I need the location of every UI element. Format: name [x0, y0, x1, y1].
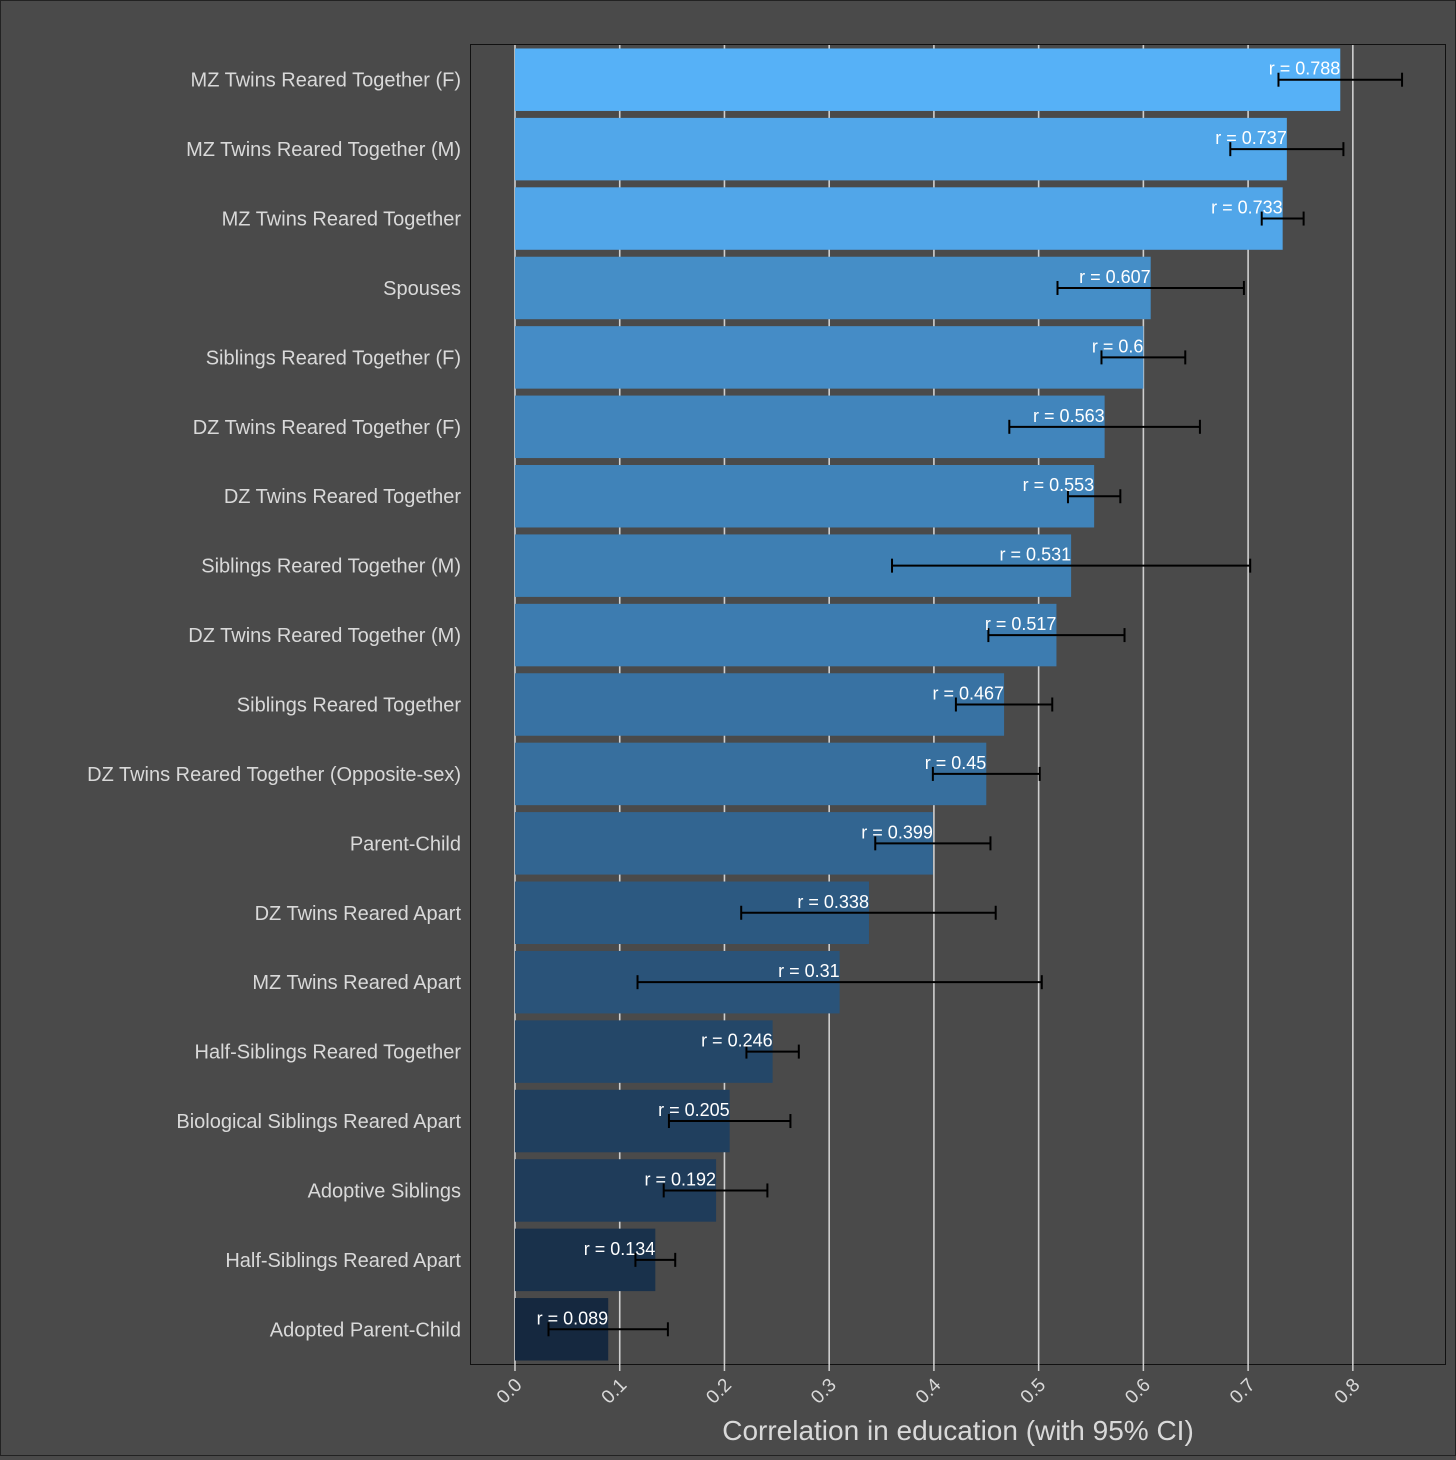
- bar: [514, 1228, 656, 1292]
- category-label: Spouses: [383, 278, 461, 300]
- category-label: DZ Twins Reared Together (F): [193, 417, 461, 439]
- category-label: MZ Twins Reared Together (F): [191, 70, 461, 92]
- error-bar: [931, 766, 1041, 781]
- value-label: r = 0.134: [584, 1239, 656, 1259]
- error-bar: [987, 628, 1126, 643]
- value-label: r = 0.399: [861, 822, 933, 842]
- x-axis-ticks: 0.0 0.1 0.2 0.3 0.4 0.5 0.6 0.7 0.8: [493, 1364, 1364, 1408]
- bar: [514, 1020, 773, 1083]
- x-tick-label: 0.1: [598, 1375, 632, 1409]
- value-label: r = 0.553: [1023, 475, 1095, 495]
- x-tick-label: 0.8: [1331, 1375, 1365, 1409]
- value-label: r = 0.737: [1215, 128, 1287, 148]
- value-label: r = 0.089: [537, 1308, 609, 1328]
- category-label: DZ Twins Reared Together (M): [188, 625, 461, 647]
- error-bar: [667, 1114, 792, 1129]
- bars: [514, 48, 1341, 1361]
- category-label: MZ Twins Reared Apart: [252, 972, 461, 994]
- error-bar: [1277, 72, 1404, 87]
- value-label: r = 0.563: [1033, 406, 1105, 426]
- bar: [514, 464, 1095, 528]
- x-tick-label: 0.2: [702, 1375, 736, 1409]
- category-label: MZ Twins Reared Together (M): [186, 139, 461, 161]
- error-bar: [636, 975, 1043, 990]
- bar: [514, 812, 933, 875]
- error-bars: [547, 72, 1404, 1337]
- error-bar: [1056, 280, 1245, 295]
- category-label: DZ Twins Reared Apart: [255, 903, 462, 925]
- category-label: Adopted Parent-Child: [270, 1319, 461, 1341]
- category-label: MZ Twins Reared Together: [222, 209, 462, 231]
- value-label: r = 0.246: [701, 1031, 773, 1051]
- error-bar: [954, 697, 1054, 712]
- x-tick-label: 0.3: [807, 1375, 841, 1409]
- x-tick-label: 0.5: [1017, 1375, 1051, 1409]
- bar: [514, 117, 1287, 181]
- category-label: Biological Siblings Reared Apart: [176, 1111, 461, 1133]
- error-bar: [634, 1252, 677, 1267]
- error-bar: [745, 1044, 800, 1059]
- error-bar: [547, 1322, 669, 1337]
- value-label: r = 0.607: [1079, 267, 1151, 287]
- value-label: r = 0.733: [1211, 198, 1283, 218]
- value-label: r = 0.338: [797, 892, 869, 912]
- bar: [514, 673, 1005, 736]
- value-label: r = 0.788: [1269, 59, 1341, 79]
- bar: [514, 256, 1151, 320]
- category-label: Siblings Reared Together: [237, 695, 462, 717]
- bar: [514, 395, 1105, 459]
- category-label: Half-Siblings Reared Apart: [225, 1250, 461, 1272]
- error-bar: [874, 836, 992, 851]
- x-tick-label: 0.7: [1226, 1375, 1260, 1409]
- value-label: r = 0.205: [658, 1100, 730, 1120]
- category-label: Adoptive Siblings: [308, 1180, 461, 1202]
- x-axis-title: Correlation in education (with 95% CI): [722, 1415, 1194, 1446]
- value-label: r = 0.517: [985, 614, 1057, 634]
- error-bar: [1008, 419, 1201, 434]
- category-label: DZ Twins Reared Together: [224, 486, 461, 508]
- error-bar: [1229, 142, 1345, 157]
- value-label: r = 0.31: [778, 961, 840, 981]
- value-labels: r = 0.788 r = 0.737 r = 0.733 r = 0.607 r = …: [537, 59, 1341, 1329]
- bar: [514, 742, 987, 806]
- category-label: Half-Siblings Reared Together: [195, 1042, 462, 1064]
- bar: [514, 326, 1144, 389]
- error-bar: [891, 558, 1252, 573]
- x-tick-label: 0.0: [493, 1375, 527, 1409]
- error-bar: [1066, 489, 1122, 504]
- x-tick-label: 0.4: [912, 1374, 946, 1408]
- category-labels: MZ Twins Reared Together (F) MZ Twins Rea…: [87, 70, 461, 1342]
- error-bar: [1100, 350, 1187, 365]
- value-label: r = 0.6: [1092, 336, 1144, 356]
- error-bar: [1260, 211, 1305, 226]
- bar: [514, 603, 1057, 667]
- value-label: r = 0.467: [933, 684, 1005, 704]
- error-bar: [740, 905, 997, 920]
- x-tick-label: 0.6: [1121, 1375, 1155, 1409]
- bar: [514, 187, 1283, 250]
- value-label: r = 0.45: [925, 753, 987, 773]
- value-label: r = 0.531: [1000, 545, 1072, 565]
- error-bar: [662, 1183, 769, 1198]
- category-label: Parent-Child: [350, 833, 461, 855]
- value-label: r = 0.192: [645, 1169, 717, 1189]
- category-label: Siblings Reared Together (M): [201, 556, 461, 578]
- bar: [514, 48, 1341, 111]
- category-label: DZ Twins Reared Together (Opposite-sex): [87, 764, 461, 786]
- category-label: Siblings Reared Together (F): [206, 347, 461, 369]
- plot-panel-border: [470, 44, 1446, 1365]
